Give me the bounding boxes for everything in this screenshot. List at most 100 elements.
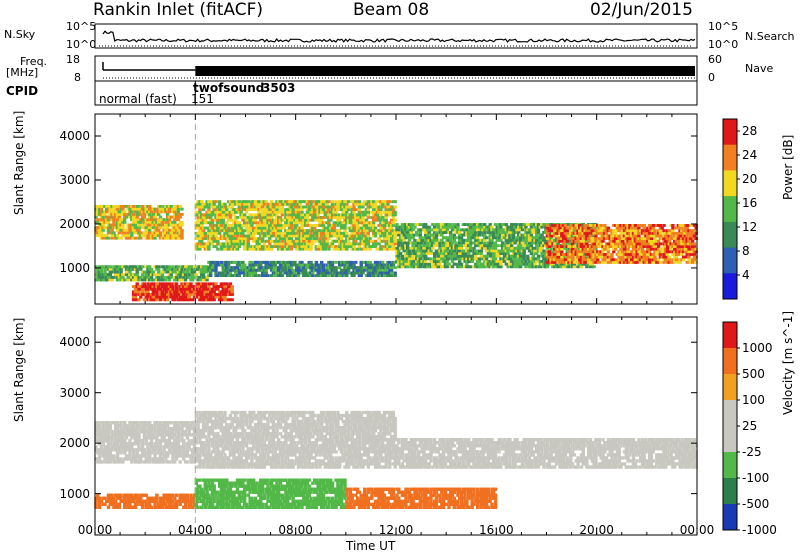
power-cell: [406, 244, 410, 248]
power-cell: [492, 244, 496, 248]
power-cell: [626, 250, 630, 254]
power-cell: [320, 202, 324, 206]
power-cell: [554, 262, 559, 266]
power-cell: [248, 237, 252, 240]
power-cell: [130, 205, 134, 208]
power-cell: [517, 233, 521, 237]
power-cell: [357, 274, 362, 277]
power-cell: [561, 258, 566, 262]
power-cell: [115, 278, 120, 282]
power-cell: [443, 260, 448, 263]
power-cell: [268, 216, 272, 219]
power-cell: [639, 260, 643, 264]
power-cell: [99, 220, 104, 224]
power-cell: [341, 205, 345, 209]
power-cell: [214, 285, 218, 288]
power-cell: [422, 225, 426, 229]
power-cell: [468, 265, 473, 269]
power-cell: [209, 216, 213, 219]
power-cell: [121, 275, 125, 279]
power-cell: [422, 249, 426, 253]
power-cell: [264, 247, 268, 251]
power-cell: [424, 231, 428, 234]
power-cell: [230, 208, 234, 211]
power-cell: [651, 247, 655, 251]
power-cell: [169, 287, 173, 291]
power-cell: [226, 224, 231, 227]
power-cell: [504, 231, 508, 234]
power-cell: [166, 275, 170, 279]
power-cell: [456, 252, 460, 255]
power-cell: [495, 238, 499, 242]
power-cell: [325, 242, 329, 246]
power-cell: [587, 233, 591, 237]
power-cell: [628, 258, 632, 262]
power-cell: [375, 229, 379, 233]
power-cell: [497, 231, 501, 234]
power-cell: [363, 231, 367, 235]
power-cell: [223, 295, 227, 299]
power-cell: [635, 237, 639, 240]
power-cell: [467, 254, 471, 258]
power-cell: [556, 255, 560, 259]
power-cell: [583, 237, 587, 240]
power-cell: [228, 224, 233, 227]
power-cell: [549, 238, 553, 242]
power-cell: [250, 226, 254, 230]
power-cell: [364, 237, 369, 240]
power-cell: [237, 224, 241, 227]
power-cell: [312, 231, 317, 235]
power-cell: [323, 237, 327, 240]
power-cell: [257, 224, 261, 227]
power-cell: [508, 231, 512, 234]
power-cell: [225, 239, 229, 243]
power-cell: [354, 266, 358, 270]
power-cell: [422, 260, 426, 263]
power-cell: [228, 268, 233, 272]
power-cell: [617, 258, 621, 262]
power-cell: [515, 262, 519, 266]
power-cell: [452, 244, 456, 248]
power-cell: [547, 225, 551, 229]
power-cell: [527, 244, 532, 248]
power-cell: [160, 278, 164, 282]
power-cell: [355, 226, 360, 230]
power-cell: [345, 274, 349, 277]
power-cell: [142, 298, 147, 302]
power-cell: [219, 247, 224, 251]
power-cell: [472, 246, 476, 250]
power-cell: [370, 239, 374, 243]
power-cell: [578, 258, 582, 262]
power-cell: [255, 229, 259, 233]
power-cell: [119, 218, 123, 222]
power-cell: [237, 245, 241, 248]
power-cell: [350, 226, 354, 230]
power-cell: [142, 270, 147, 274]
power-cell: [558, 253, 562, 256]
power-cell: [217, 271, 222, 275]
power-cell: [352, 268, 356, 272]
power-cell: [273, 274, 277, 277]
power-cell: [424, 252, 428, 255]
power-cell: [255, 205, 259, 209]
power-cell: [585, 258, 589, 262]
power-cell: [99, 218, 104, 222]
power-cell: [302, 229, 306, 233]
power-cell: [221, 293, 225, 296]
power-cell: [303, 218, 308, 222]
power-cell: [277, 239, 281, 243]
power-cell: [214, 271, 218, 275]
power-cell: [296, 208, 301, 211]
power-cell: [176, 228, 181, 232]
power-cell: [237, 260, 241, 264]
power-cell: [341, 263, 345, 267]
power-cell: [587, 253, 591, 256]
power-cell: [355, 234, 360, 238]
power-cell: [151, 218, 155, 222]
power-cell: [415, 249, 419, 253]
power-cell: [174, 287, 179, 291]
power-cell: [320, 271, 324, 275]
power-cell: [474, 254, 478, 258]
power-cell: [343, 247, 347, 251]
power-cell: [203, 234, 207, 238]
